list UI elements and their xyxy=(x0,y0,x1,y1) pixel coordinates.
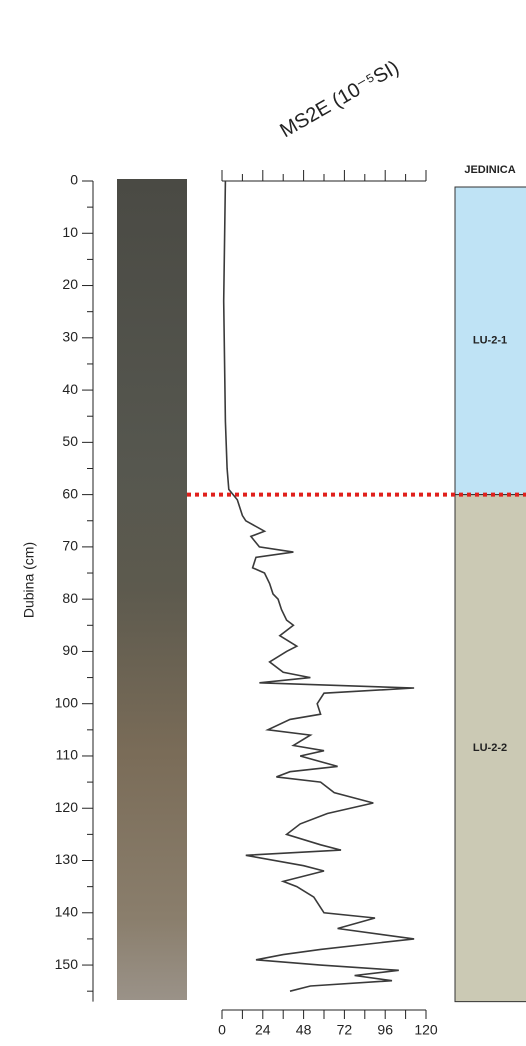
y-tick-label: 40 xyxy=(62,381,78,397)
y-tick-label: 80 xyxy=(62,590,78,606)
y-tick-label: 0 xyxy=(70,172,78,188)
y-tick-label: 120 xyxy=(55,799,79,815)
y-axis-label: Dubina (cm) xyxy=(21,542,37,618)
y-tick-label: 20 xyxy=(62,276,78,292)
y-tick-label: 30 xyxy=(62,329,78,345)
y-tick-label: 70 xyxy=(62,538,78,554)
x-tick-label: 120 xyxy=(414,1022,438,1038)
unit-block xyxy=(454,186,526,496)
y-tick-label: 10 xyxy=(62,224,78,240)
y-tick-label: 100 xyxy=(55,694,79,710)
x-tick-label: 0 xyxy=(218,1022,226,1038)
y-tick-label: 140 xyxy=(55,903,79,919)
x-tick-label: 72 xyxy=(337,1022,353,1038)
unit-label: LU-2-1 xyxy=(473,335,507,347)
y-tick-label: 150 xyxy=(55,956,79,972)
y-tick-label: 110 xyxy=(56,747,79,763)
y-tick-label: 130 xyxy=(55,851,79,867)
y-tick-label: 60 xyxy=(62,485,78,501)
chart-title: MS2E (10⁻⁵SI) xyxy=(276,57,402,143)
profile-line xyxy=(222,180,415,992)
unit-block xyxy=(454,494,526,1003)
x-tick-label: 48 xyxy=(296,1022,312,1038)
y-tick-label: 90 xyxy=(62,642,78,658)
x-tick-label: 96 xyxy=(377,1022,393,1038)
core-photo xyxy=(117,179,187,1000)
units-header: JEDINICA xyxy=(464,164,515,176)
x-tick-label: 24 xyxy=(255,1022,271,1038)
unit-label: LU-2-2 xyxy=(473,742,507,754)
y-tick-label: 50 xyxy=(62,433,78,449)
